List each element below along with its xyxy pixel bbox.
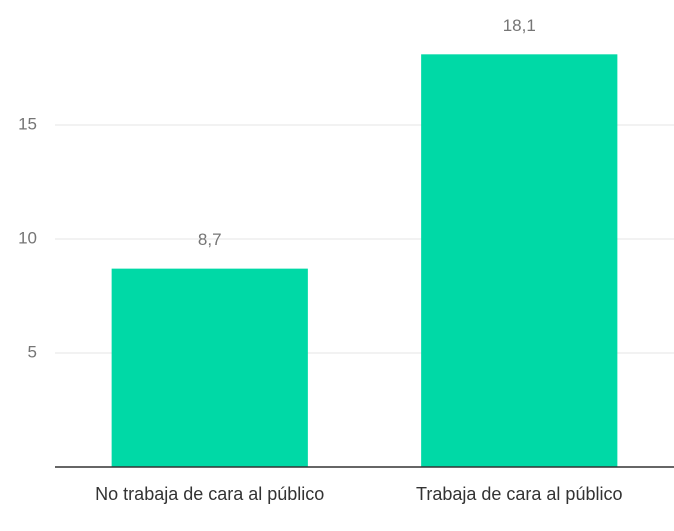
- y-tick-label: 10: [18, 228, 37, 247]
- data-label: 18,1: [503, 16, 536, 35]
- y-tick-label: 5: [28, 342, 37, 361]
- bar: [421, 54, 618, 467]
- y-tick-label: 15: [18, 114, 37, 133]
- bar: [111, 268, 308, 467]
- x-tick-label-box: No trabaja de cara al público: [95, 484, 325, 504]
- x-tick-label: No trabaja de cara al público: [95, 484, 325, 504]
- x-tick-label-box: Trabaja de cara al público: [416, 484, 623, 504]
- x-tick-label: Trabaja de cara al público: [416, 484, 623, 504]
- data-label: 8,7: [198, 230, 222, 249]
